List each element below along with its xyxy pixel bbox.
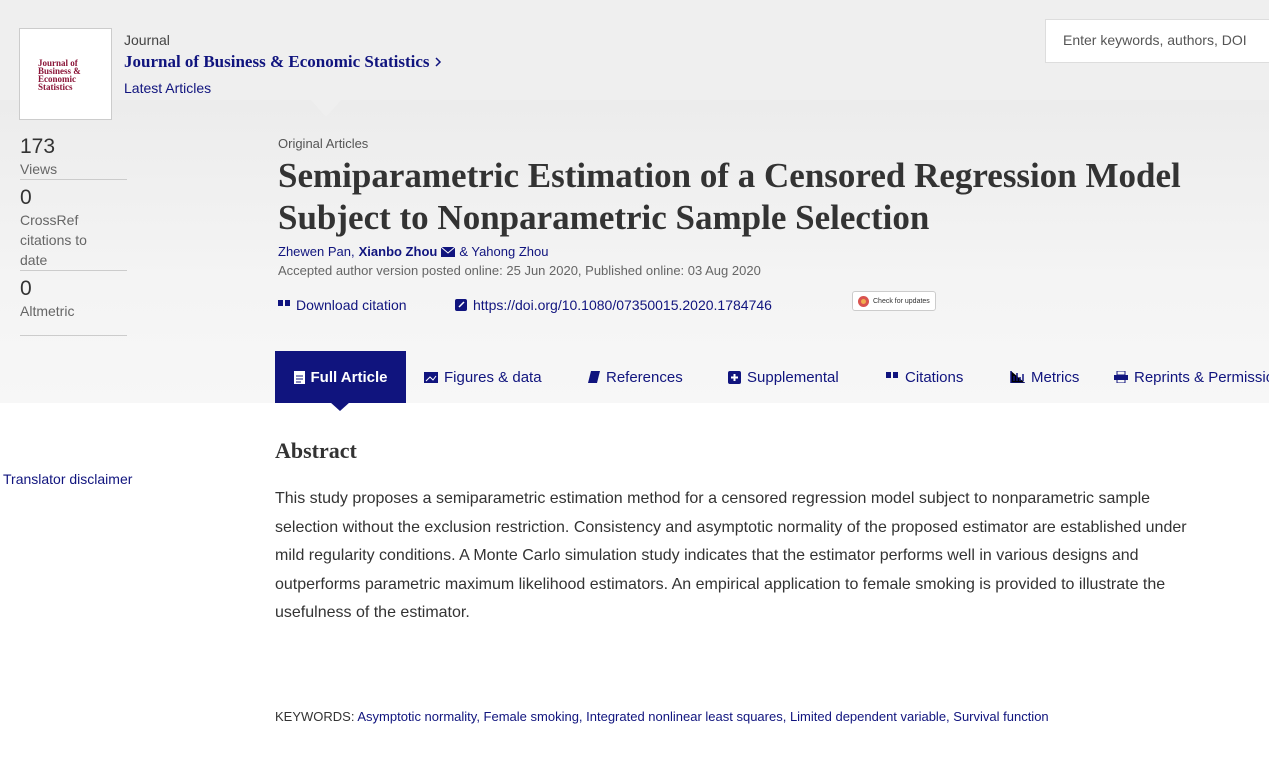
- tab-label: Figures & data: [444, 368, 542, 386]
- tab-icon: [293, 370, 305, 384]
- check-updates-badge[interactable]: Check for updates: [852, 291, 936, 311]
- tab-icon: [424, 371, 438, 383]
- article-header-band: [0, 100, 1269, 403]
- logo-line: Statistics: [38, 82, 73, 92]
- keywords-label: KEYWORDS:: [275, 709, 355, 724]
- author[interactable]: Zhewen Pan,: [278, 244, 355, 259]
- tab-label: Citations: [905, 368, 964, 386]
- views-count: 173: [20, 135, 56, 158]
- translator-disclaimer[interactable]: Translator disclaimer: [3, 471, 133, 487]
- download-citation-text: Download citation: [296, 297, 407, 313]
- tab-label: References: [606, 368, 683, 386]
- author[interactable]: & Yahong Zhou: [459, 244, 549, 259]
- tab[interactable]: References: [588, 351, 683, 403]
- divider: [20, 335, 127, 336]
- tab-icon: [886, 372, 898, 378]
- publication-dates: Accepted author version posted online: 2…: [278, 263, 761, 278]
- logo-line: Economic: [38, 74, 76, 84]
- email-icon[interactable]: [441, 246, 456, 257]
- journal-logo[interactable]: Journal of Business & Economic Statistic…: [19, 28, 112, 120]
- header-notch: [310, 99, 342, 117]
- tab-notch: [330, 402, 350, 411]
- tab-label: Full Article: [310, 368, 388, 386]
- divider: [20, 270, 127, 271]
- tab[interactable]: Supplemental: [728, 351, 839, 403]
- altmetric-count: 0: [20, 277, 32, 300]
- abstract-heading: Abstract: [275, 438, 357, 463]
- crossref-label: CrossRef citations to date: [20, 212, 87, 268]
- tab-label: Metrics: [1031, 368, 1080, 386]
- tab-icon: [1114, 371, 1128, 383]
- journal-label: Journal: [124, 32, 170, 48]
- journal-name: Journal of Business & Economic Statistic…: [124, 52, 430, 71]
- abstract-text: This study proposes a semiparametric est…: [275, 490, 1187, 621]
- tab[interactable]: Citations: [886, 351, 963, 403]
- tab-active[interactable]: Full Article: [275, 351, 406, 403]
- crossref-count: 0: [20, 186, 32, 209]
- section-label: Original Articles: [278, 136, 369, 151]
- keywords: KEYWORDS: Asymptotic normality, Female s…: [275, 705, 1215, 729]
- tab-label: Supplemental: [747, 368, 839, 386]
- search-input[interactable]: Enter keywords, authors, DOI: [1045, 19, 1269, 63]
- author[interactable]: Xianbo Zhou: [358, 244, 438, 259]
- altmetric-label: Altmetric: [20, 303, 75, 319]
- views-label: Views: [20, 161, 58, 177]
- logo-line: Journal of: [38, 58, 78, 68]
- quote-icon: [278, 300, 290, 306]
- tab-icon: [1010, 371, 1025, 383]
- doi-text: https://doi.org/10.1080/07350015.2020.17…: [473, 297, 772, 313]
- latest-articles-link[interactable]: Latest Articles: [124, 80, 212, 96]
- authors: Zhewen Pan, Xianbo Zhou & Yahong Zhou: [278, 244, 548, 259]
- link-icon: [455, 299, 467, 311]
- tab[interactable]: Reprints & Permissions: [1114, 351, 1269, 403]
- doi-link[interactable]: https://doi.org/10.1080/07350015.2020.17…: [455, 297, 772, 313]
- logo-line: Business &: [38, 66, 81, 76]
- metrics: 173 Views 0 CrossRef citations to date 0…: [20, 135, 127, 336]
- tab[interactable]: Figures & data: [424, 351, 542, 403]
- divider: [20, 179, 127, 180]
- tab-icon: [588, 371, 600, 383]
- keyword-list[interactable]: Asymptotic normality, Female smoking, In…: [357, 709, 1049, 724]
- journal-link[interactable]: Journal of Business & Economic Statistic…: [124, 52, 442, 72]
- crossmark-icon: [858, 295, 869, 307]
- article-title: Semiparametric Estimation of a Censored …: [278, 156, 1181, 237]
- download-citation[interactable]: Download citation: [278, 297, 407, 313]
- tab-icon: [728, 370, 741, 384]
- chevron: [435, 57, 441, 67]
- tab[interactable]: Metrics: [1010, 351, 1079, 403]
- check-updates-text: Check for updates: [873, 297, 930, 305]
- tab-label: Reprints & Permissions: [1134, 368, 1269, 386]
